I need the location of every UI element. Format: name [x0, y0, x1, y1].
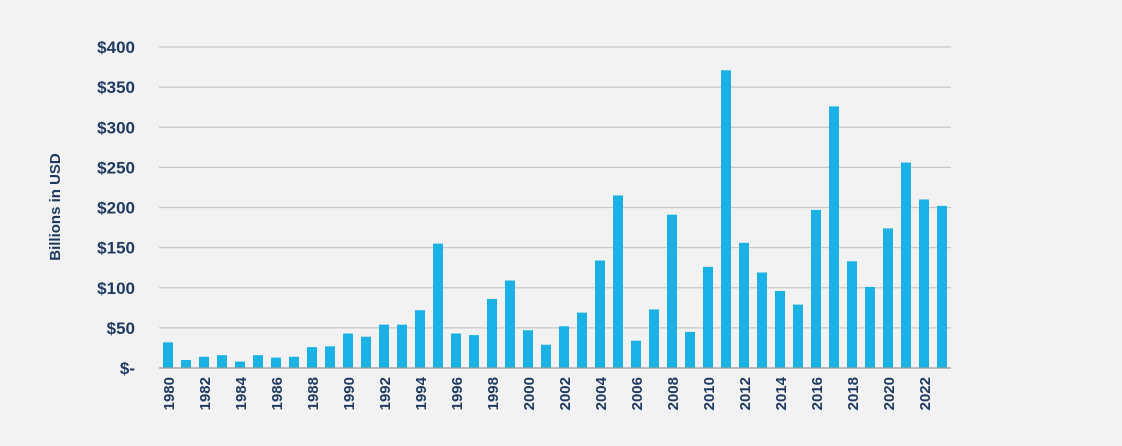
bar-2019: [865, 286, 875, 368]
x-tick-label: 2014: [773, 376, 790, 410]
x-tick-label: 2010: [701, 377, 718, 410]
bar-1983: [217, 355, 227, 368]
x-tick-label: 1994: [413, 376, 430, 410]
x-tick-label: 2020: [881, 377, 898, 410]
x-tick-label: 1990: [341, 377, 358, 410]
y-tick-label: $50: [107, 319, 135, 338]
bar-1998: [487, 298, 497, 368]
x-tick-label: 2008: [665, 377, 682, 410]
x-tick-label: 2006: [629, 377, 646, 410]
bar-2020: [883, 228, 893, 368]
bar-2009: [685, 331, 695, 368]
bar-1990: [343, 333, 353, 368]
bar-1986: [271, 357, 281, 368]
bar-1982: [199, 356, 209, 368]
bar-1980: [163, 342, 173, 368]
bar-1981: [181, 359, 191, 368]
x-tick-label: 1986: [269, 377, 286, 410]
y-axis-title: Billions in USD: [47, 153, 64, 261]
bar-1989: [325, 346, 335, 368]
x-tick-label: 2004: [593, 376, 610, 410]
bar-2014: [775, 290, 785, 368]
x-tick-label: 2018: [845, 377, 862, 410]
bar-2003: [577, 312, 587, 368]
x-tick-label: 1998: [485, 377, 502, 410]
y-tick-label: $200: [97, 199, 135, 218]
bar-2013: [757, 272, 767, 368]
y-tick-label: $100: [97, 279, 135, 298]
bar-2012: [739, 242, 749, 368]
x-tick-label: 1988: [305, 377, 322, 410]
x-tick-label: 1984: [233, 376, 250, 410]
gridlines: [159, 46, 951, 329]
bar-2018: [847, 261, 857, 368]
bar-2004: [595, 260, 605, 368]
x-tick-label: 2012: [737, 377, 754, 410]
bar-2021: [901, 162, 911, 368]
y-tick-label: $350: [97, 78, 135, 97]
bar-2002: [559, 326, 569, 368]
bar-2010: [703, 266, 713, 368]
bar-1987: [289, 356, 299, 368]
bar-2016: [811, 209, 821, 368]
bar-1991: [361, 336, 371, 368]
x-tick-label: 2022: [917, 377, 934, 410]
y-tick-label: $250: [97, 158, 135, 177]
bar-1999: [505, 280, 515, 368]
bar-2000: [523, 330, 533, 368]
bar-2005: [613, 195, 623, 368]
x-tick-label: 2000: [521, 377, 538, 410]
bar-2008: [667, 214, 677, 368]
bars: [163, 70, 947, 369]
bar-1996: [451, 333, 461, 368]
bar-2001: [541, 344, 551, 368]
bar-2022: [919, 199, 929, 368]
x-tick-label: 1996: [449, 377, 466, 410]
x-tick-label: 1982: [197, 377, 214, 410]
bar-1988: [307, 347, 317, 368]
bar-1995: [433, 243, 443, 368]
y-tick-label: $300: [97, 118, 135, 137]
bar-2023: [937, 205, 947, 368]
y-tick-label: $-: [120, 359, 135, 378]
bar-2011: [721, 70, 731, 369]
x-tick-label: 2002: [557, 377, 574, 410]
bar-1984: [235, 361, 245, 368]
y-axis-ticks: $- $50 $100 $150 $200 $250 $300 $350 $400: [97, 38, 135, 378]
bar-1994: [415, 310, 425, 368]
x-tick-label: 1992: [377, 377, 394, 410]
x-axis-ticks: 1980 1982 1984 1986 1988 1990 1992 1994 1996 1998…: [161, 376, 934, 410]
bar-2017: [829, 106, 839, 368]
bar-1985: [253, 355, 263, 368]
bar-1993: [397, 324, 407, 368]
bar-1992: [379, 324, 389, 368]
bar-2007: [649, 309, 659, 368]
bar-1997: [469, 335, 479, 368]
bar-2015: [793, 304, 803, 368]
x-tick-label: 2016: [809, 377, 826, 410]
y-tick-label: $150: [97, 239, 135, 258]
bar-2006: [631, 340, 641, 368]
x-tick-label: 1980: [161, 377, 178, 410]
y-tick-label: $400: [97, 38, 135, 57]
